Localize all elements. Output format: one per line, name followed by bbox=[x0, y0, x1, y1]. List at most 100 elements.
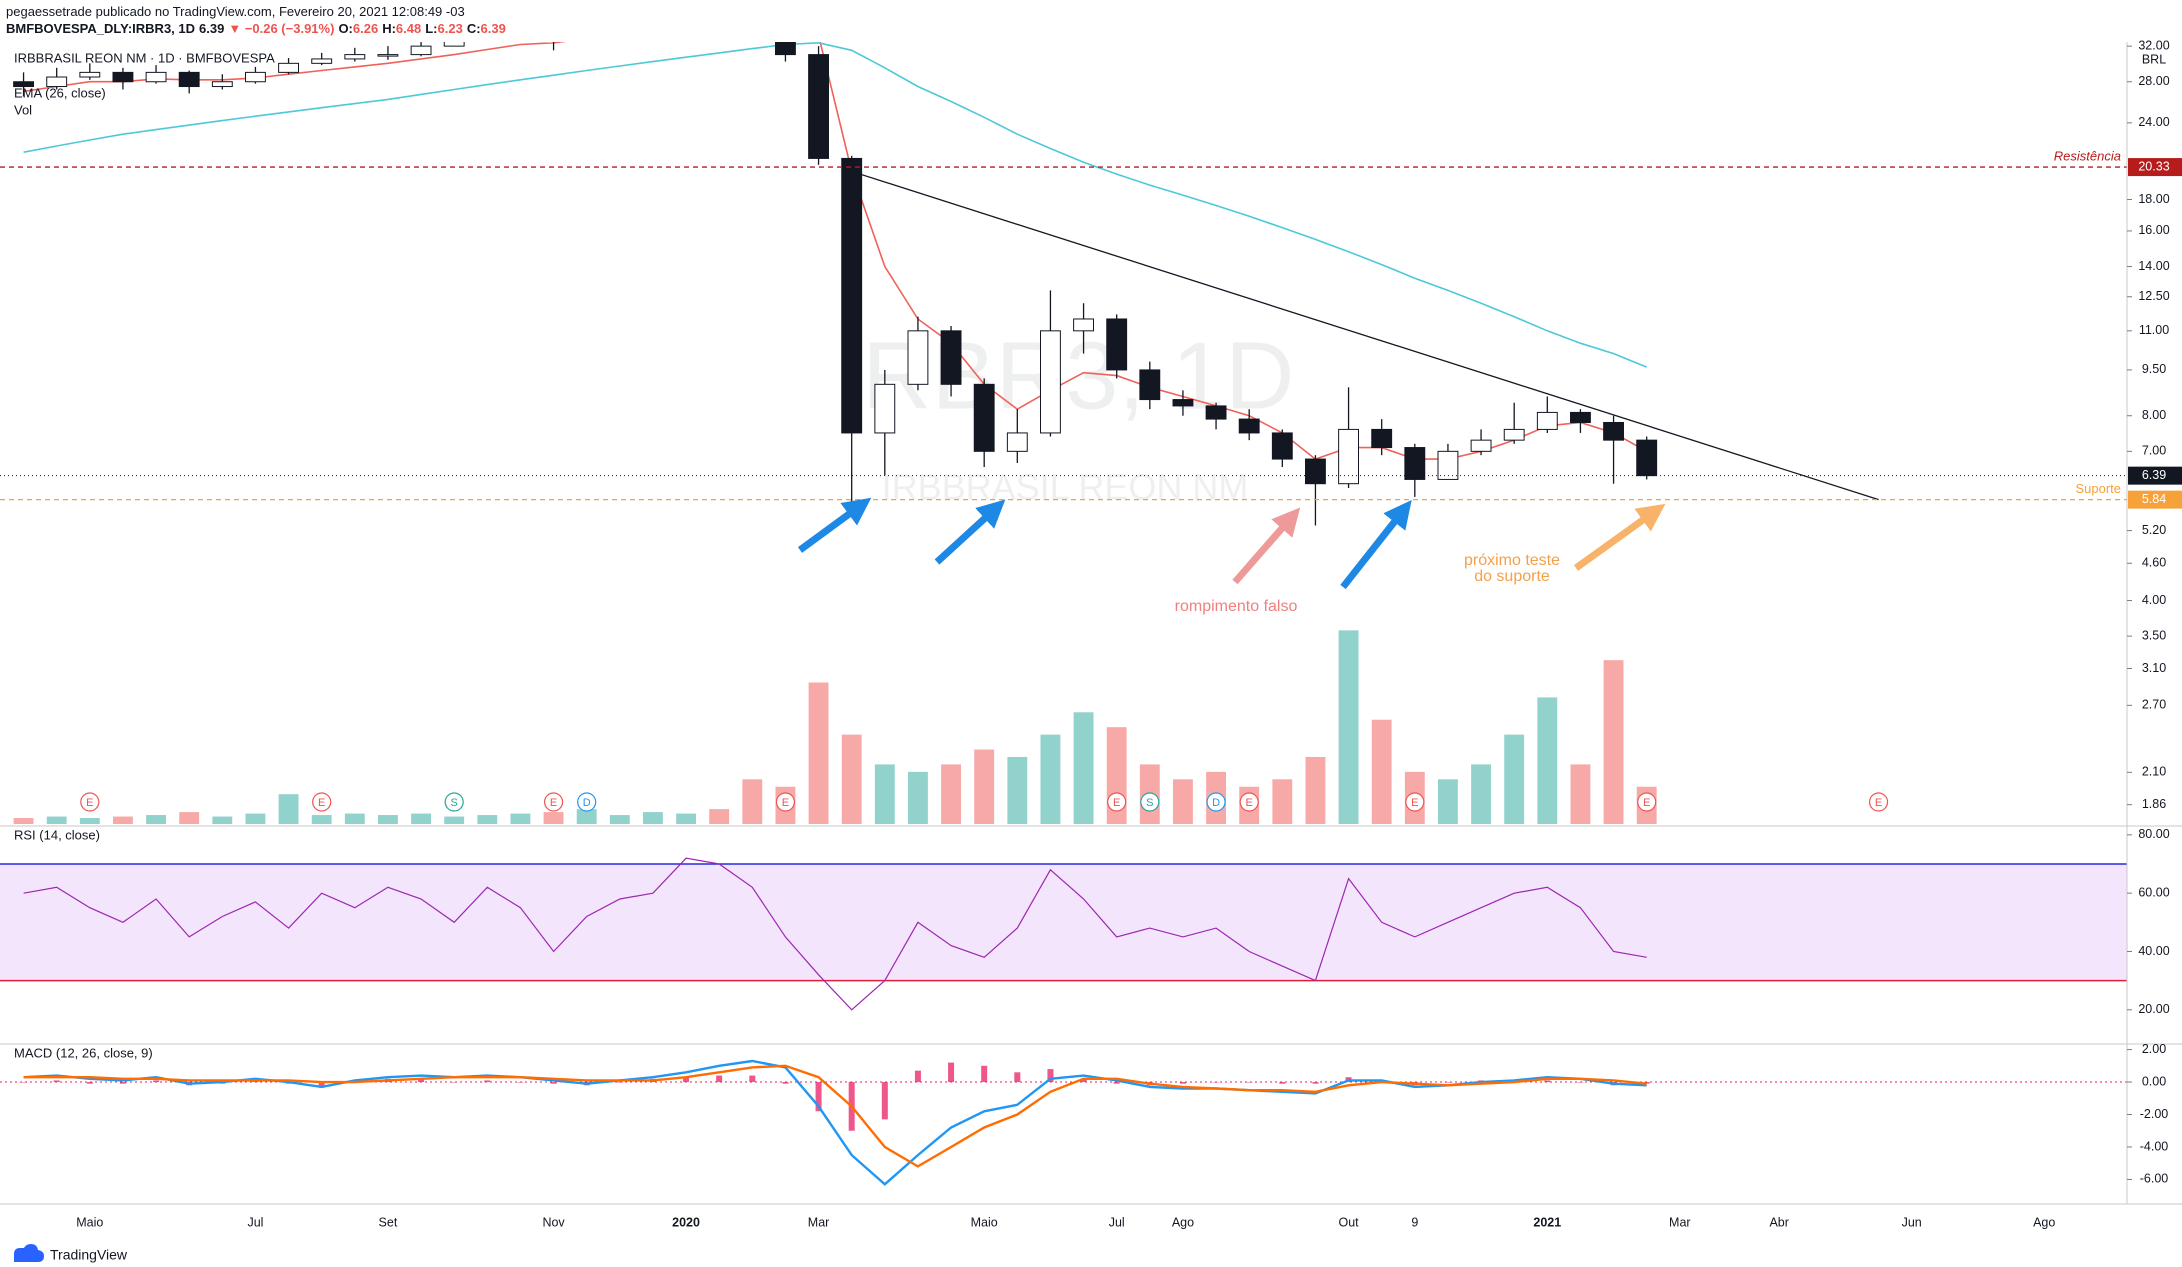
histogram-bar bbox=[815, 1082, 822, 1112]
candle-body bbox=[178, 71, 200, 88]
volume-bar bbox=[808, 682, 829, 824]
candle-body bbox=[544, 22, 564, 38]
legend-entry: EMA (26, close) bbox=[14, 85, 106, 100]
y-tick-label: -6.00 bbox=[2140, 1172, 2169, 1186]
volume-bar bbox=[1471, 764, 1491, 824]
ohlc-value: 6.23 bbox=[437, 21, 463, 36]
candle-body bbox=[410, 45, 432, 56]
histogram-bar bbox=[119, 1082, 126, 1084]
histogram-bar bbox=[1444, 1082, 1451, 1083]
y-tick-label: -2.00 bbox=[2140, 1107, 2169, 1121]
candle-body bbox=[211, 81, 233, 88]
candle-body bbox=[443, 42, 465, 47]
volume-bar bbox=[609, 815, 630, 824]
arrow bbox=[934, 499, 1006, 565]
volume-bar bbox=[146, 815, 166, 824]
event-marker bbox=[312, 792, 332, 812]
volume-bar bbox=[344, 813, 365, 824]
event-marker bbox=[1140, 792, 1160, 812]
candle-body bbox=[1073, 318, 1094, 332]
candle-body bbox=[245, 71, 266, 83]
y-tick-label: 3.50 bbox=[2142, 628, 2166, 642]
candle-body bbox=[1338, 428, 1359, 485]
histogram-bar bbox=[1179, 1082, 1186, 1084]
candle-body bbox=[676, 0, 696, 2]
volume-bar bbox=[676, 813, 696, 824]
x-tick-label: 2021 bbox=[1533, 1215, 1561, 1229]
event-marker bbox=[1637, 792, 1657, 812]
event-marker bbox=[543, 792, 564, 812]
arrow bbox=[1340, 500, 1412, 590]
histogram-bar bbox=[318, 1082, 325, 1087]
y-tick-label: 24.00 bbox=[2138, 115, 2169, 129]
ohlc-value: 6.26 bbox=[352, 21, 379, 36]
event-label: S bbox=[1146, 797, 1153, 809]
last: 6.39 bbox=[199, 21, 225, 36]
annotation: rompimento falso bbox=[1175, 598, 1298, 615]
volume-bar bbox=[1537, 697, 1558, 824]
x-tick-label: Maio bbox=[971, 1215, 998, 1229]
line bbox=[23, 1064, 1647, 1168]
y-tick-label: 0.00 bbox=[2142, 1074, 2166, 1088]
volume-bar bbox=[245, 813, 266, 824]
y-tick-label: 2.00 bbox=[2142, 1042, 2166, 1056]
event-marker bbox=[80, 792, 100, 812]
candle-body bbox=[46, 76, 68, 88]
volume-bar bbox=[543, 812, 564, 824]
legend-entry: Vol bbox=[14, 102, 32, 117]
level-price-box bbox=[2128, 490, 2182, 509]
event-label: E bbox=[1875, 797, 1882, 809]
event-label: E bbox=[86, 797, 93, 809]
line bbox=[23, 1059, 1647, 1186]
candle-body bbox=[577, 22, 597, 38]
histogram-bar bbox=[1113, 1082, 1120, 1084]
histogram-bar bbox=[517, 1082, 524, 1083]
volume-bar bbox=[1073, 712, 1094, 824]
x-tick-label: Ago bbox=[1172, 1215, 1194, 1229]
histogram-bar bbox=[881, 1082, 888, 1120]
x-tick-label: Maio bbox=[76, 1215, 103, 1229]
candle-body bbox=[1205, 405, 1227, 420]
level-price: 5.84 bbox=[2142, 492, 2166, 506]
last-price-box bbox=[2128, 466, 2182, 485]
histogram-bar bbox=[451, 1082, 458, 1083]
x-tick-label: Set bbox=[379, 1215, 398, 1229]
x-tick-label: Ago bbox=[2033, 1215, 2055, 1229]
candle-body bbox=[1470, 439, 1492, 452]
volume-bar bbox=[874, 764, 895, 824]
candle-body bbox=[1636, 439, 1658, 477]
candle-body bbox=[112, 71, 134, 83]
candle-body bbox=[1238, 418, 1260, 434]
y-tick-label: 7.00 bbox=[2142, 444, 2166, 458]
arrow bbox=[1573, 503, 1666, 571]
volume-bar bbox=[742, 779, 763, 824]
candle-body bbox=[79, 71, 101, 78]
event-label: D bbox=[583, 797, 591, 809]
candle-body bbox=[775, 42, 796, 56]
footer-logo bbox=[14, 1244, 44, 1262]
level-price-box bbox=[2128, 158, 2182, 177]
arrows bbox=[797, 497, 1666, 590]
volume-bar bbox=[1272, 779, 1293, 824]
histogram-bar bbox=[1246, 1082, 1253, 1083]
histogram-bar bbox=[782, 1082, 789, 1084]
histogram-bar bbox=[20, 1082, 27, 1083]
volume-bar bbox=[1438, 779, 1458, 824]
volume-bar bbox=[709, 809, 730, 824]
volume-bar bbox=[444, 816, 465, 824]
candle-body bbox=[145, 71, 167, 83]
x-tick-label: Jul bbox=[1109, 1215, 1125, 1229]
candle-body bbox=[377, 54, 399, 57]
candle-body bbox=[311, 58, 333, 64]
event-label: E bbox=[1113, 797, 1120, 809]
histogram-bar bbox=[981, 1065, 988, 1083]
x-tick-label: Nov bbox=[542, 1215, 565, 1229]
event-marker bbox=[1107, 792, 1127, 812]
logo bbox=[14, 1244, 44, 1262]
annotation: próximo teste bbox=[1464, 552, 1560, 569]
volume-bar bbox=[841, 734, 862, 824]
y-tick-label: 28.00 bbox=[2138, 74, 2169, 88]
y-tick-label: 2.10 bbox=[2142, 765, 2166, 779]
y-tick-label: 5.20 bbox=[2142, 523, 2166, 537]
volume-bar bbox=[278, 794, 299, 824]
